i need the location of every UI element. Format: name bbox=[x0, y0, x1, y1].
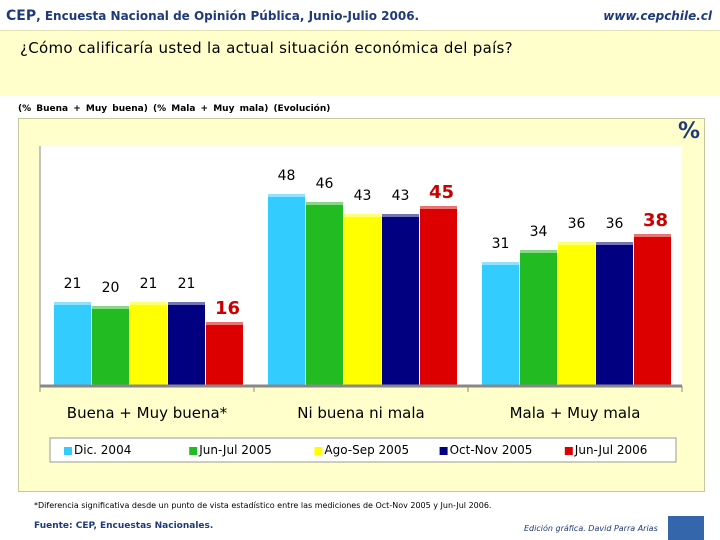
legend-swatch bbox=[564, 447, 573, 455]
footnote: *Diferencia significativa desde un punto… bbox=[34, 501, 492, 510]
data-label: 21 bbox=[140, 276, 158, 292]
legend-label: Jun-Jul 2005 bbox=[198, 443, 272, 457]
source-note: Fuente: CEP, Encuestas Nacionales. bbox=[34, 521, 214, 531]
legend-label: Jun-Jul 2006 bbox=[574, 443, 648, 457]
chart-subtitle: (% Buena + Muy buena) (% Mala + Muy mala… bbox=[18, 104, 331, 114]
percent-symbol: % bbox=[677, 119, 700, 144]
data-label: 20 bbox=[102, 280, 120, 296]
bar-highlight bbox=[382, 214, 419, 217]
bar bbox=[268, 194, 305, 386]
bar-highlight bbox=[306, 202, 343, 205]
data-label: 46 bbox=[316, 176, 334, 192]
bar-highlight bbox=[168, 302, 205, 305]
bar bbox=[520, 250, 557, 386]
bar-highlight bbox=[206, 322, 243, 325]
corner-block bbox=[668, 516, 704, 540]
bar bbox=[344, 214, 381, 386]
bar bbox=[596, 242, 633, 386]
bar bbox=[420, 206, 457, 386]
data-label: 31 bbox=[492, 236, 510, 252]
data-label: 43 bbox=[392, 188, 410, 204]
legend-label: Dic. 2004 bbox=[74, 443, 131, 457]
bar-highlight bbox=[634, 234, 671, 237]
org-name: CEP bbox=[6, 8, 37, 24]
bar-highlight bbox=[130, 302, 167, 305]
legend-swatch bbox=[314, 447, 323, 455]
bar-highlight bbox=[420, 206, 457, 209]
data-label: 36 bbox=[606, 216, 624, 232]
bar-highlight bbox=[268, 194, 305, 197]
credit-note: Edición gráfica. David Parra Arias bbox=[524, 524, 658, 533]
legend-swatch bbox=[439, 447, 448, 455]
bar bbox=[206, 322, 243, 386]
bar-highlight bbox=[344, 214, 381, 217]
category-label: Mala + Muy mala bbox=[510, 404, 641, 422]
category-label: Ni buena ni mala bbox=[297, 404, 425, 422]
header-bar: CEP, Encuesta Nacional de Opinión Públic… bbox=[0, 0, 720, 30]
survey-name: , Encuesta Nacional de Opinión Pública, … bbox=[36, 9, 420, 23]
bar bbox=[92, 306, 129, 386]
bar bbox=[306, 202, 343, 386]
header-brand: CEP, Encuesta Nacional de Opinión Públic… bbox=[6, 8, 419, 24]
data-label: 38 bbox=[643, 210, 668, 231]
survey-question: ¿Cómo calificaría usted la actual situac… bbox=[20, 39, 513, 57]
website-url[interactable]: www.cepchile.cl bbox=[603, 9, 712, 23]
bar bbox=[130, 302, 167, 386]
bar bbox=[54, 302, 91, 386]
data-label: 34 bbox=[530, 224, 548, 240]
bar-highlight bbox=[558, 242, 595, 245]
bar-highlight bbox=[54, 302, 91, 305]
bar bbox=[168, 302, 205, 386]
data-label: 48 bbox=[278, 168, 296, 184]
data-label: 43 bbox=[354, 188, 372, 204]
bar bbox=[382, 214, 419, 386]
legend-label: Oct-Nov 2005 bbox=[450, 443, 533, 457]
data-label: 36 bbox=[568, 216, 586, 232]
legend-label: Ago-Sep 2005 bbox=[324, 443, 409, 457]
bar-highlight bbox=[596, 242, 633, 245]
legend-swatch bbox=[64, 447, 72, 455]
data-label: 45 bbox=[429, 182, 454, 203]
bar bbox=[558, 242, 595, 386]
question-band: ¿Cómo calificaría usted la actual situac… bbox=[0, 30, 720, 95]
data-label: 16 bbox=[215, 298, 240, 319]
bar-highlight bbox=[482, 262, 519, 265]
bar-highlight bbox=[92, 306, 129, 309]
data-label: 21 bbox=[64, 276, 82, 292]
category-label: Buena + Muy buena* bbox=[67, 404, 228, 422]
bar bbox=[482, 262, 519, 386]
bar bbox=[634, 234, 671, 386]
legend-swatch bbox=[189, 447, 198, 455]
data-label: 21 bbox=[178, 276, 196, 292]
bar-highlight bbox=[520, 250, 557, 253]
